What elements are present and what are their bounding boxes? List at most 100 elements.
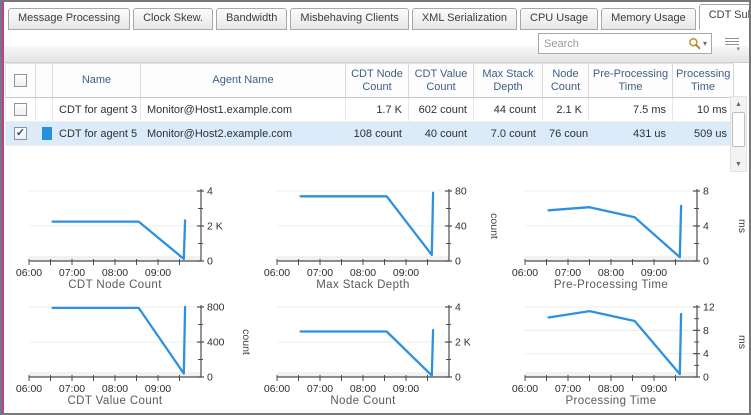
- y-axis-unit-label: count: [488, 213, 500, 239]
- svg-text:0: 0: [455, 256, 461, 268]
- svg-text:4: 4: [703, 221, 709, 233]
- cell-max_stack_depth: 7.0 count: [473, 121, 543, 146]
- data-grid: Name Agent Name CDT Node Count CDT Value Co…: [4, 63, 749, 172]
- cell-processing_time: 509 us: [672, 121, 734, 146]
- svg-text:09:00: 09:00: [393, 267, 419, 279]
- column-chooser-icon: [725, 38, 739, 39]
- cell-swatch: [35, 121, 53, 146]
- tab-memory-usage[interactable]: Memory Usage: [601, 8, 696, 30]
- column-header-swatch[interactable]: [35, 63, 53, 98]
- svg-text:07:00: 07:00: [59, 267, 85, 279]
- tab-cpu-usage[interactable]: CPU Usage: [520, 8, 599, 30]
- cell-check: ✓: [5, 121, 36, 146]
- svg-text:09:00: 09:00: [641, 267, 667, 279]
- series-line: [299, 191, 435, 257]
- svg-text:400: 400: [207, 337, 225, 349]
- row-checkbox[interactable]: ✓: [14, 127, 27, 140]
- svg-text:07:00: 07:00: [555, 383, 581, 395]
- chart-processing-time: 0 4 8 12 06:00 07:00 08:00 09:00 ms Processing Ti…: [501, 299, 749, 413]
- search-input[interactable]: [539, 37, 688, 50]
- tab-misbehaving-clients[interactable]: Misbehaving Clients: [290, 8, 409, 30]
- tab-bandwidth[interactable]: Bandwidth: [216, 8, 288, 30]
- svg-text:800: 800: [207, 302, 225, 314]
- svg-text:06:00: 06:00: [512, 383, 538, 395]
- svg-text:0: 0: [703, 256, 709, 268]
- svg-text:4: 4: [455, 302, 461, 314]
- column-header-agent[interactable]: Agent Name: [140, 63, 346, 98]
- chart-cdt-node-count: 0 2 K 4 06:00 07:00 08:00 09:00 CDT Node Count: [5, 183, 253, 299]
- cell-node_count: 2.1 K: [542, 97, 589, 122]
- chart-title: Node Count: [330, 395, 396, 407]
- chart-title: CDT Value Count: [67, 395, 162, 407]
- column-header-check[interactable]: [5, 63, 36, 98]
- vertical-scrollbar[interactable]: ▲ ▼: [730, 96, 747, 172]
- chart-title: CDT Node Count: [68, 279, 162, 291]
- svg-text:8: 8: [703, 186, 709, 198]
- search-options-caret-icon[interactable]: ▾: [702, 39, 707, 48]
- svg-text:2 K: 2 K: [455, 337, 471, 349]
- svg-text:07:00: 07:00: [59, 383, 85, 395]
- search-box[interactable]: ▾: [538, 33, 712, 54]
- svg-text:4: 4: [207, 186, 213, 198]
- column-header-processing_time[interactable]: Processing Time: [672, 63, 734, 98]
- svg-text:0: 0: [207, 256, 213, 268]
- cell-cdt_node_count: 1.7 K: [345, 97, 409, 122]
- scrollbar-thumb[interactable]: [732, 112, 745, 147]
- cell-agent: Monitor@Host1.example.com: [140, 97, 346, 122]
- tab-cdt-submission[interactable]: CDT Submission: [698, 4, 749, 30]
- column-header-max_stack_depth[interactable]: Max Stack Depth: [473, 63, 543, 98]
- chevron-down-icon: ▾: [736, 46, 740, 53]
- cell-name: CDT for agent 5: [52, 121, 141, 146]
- scroll-down-icon[interactable]: ▼: [735, 160, 742, 168]
- svg-text:06:00: 06:00: [512, 267, 538, 279]
- svg-text:09:00: 09:00: [145, 267, 171, 279]
- svg-text:0: 0: [207, 372, 213, 384]
- column-header-name[interactable]: Name: [52, 63, 141, 98]
- cell-pre_processing_time: 431 us: [588, 121, 673, 146]
- svg-text:08:00: 08:00: [102, 267, 128, 279]
- svg-text:08:00: 08:00: [350, 383, 376, 395]
- table-body: CDT for agent 3 Monitor@Host1.example.com…: [5, 97, 734, 146]
- svg-text:06:00: 06:00: [16, 383, 42, 395]
- chart-cdt-value-count: 0 400 800 06:00 07:00 08:00 09:00 count CDT Valu…: [5, 299, 253, 413]
- cell-cdt_node_count: 108 count: [345, 121, 409, 146]
- series-line: [299, 328, 435, 377]
- cell-max_stack_depth: 44 count: [473, 97, 543, 122]
- series-line: [51, 219, 187, 261]
- search-icon[interactable]: [688, 37, 701, 50]
- y-axis-unit-label: ms: [736, 335, 748, 349]
- cell-check: [5, 97, 36, 122]
- tab-message-processing[interactable]: Message Processing: [8, 8, 131, 30]
- cell-node_count: 76 count: [542, 121, 589, 146]
- column-header-cdt_value_count[interactable]: CDT Value Count: [408, 63, 474, 98]
- scroll-up-icon[interactable]: ▲: [735, 100, 742, 108]
- cell-name: CDT for agent 3: [52, 97, 141, 122]
- y-axis-unit-label: ms: [736, 219, 748, 233]
- tab-clock-skew[interactable]: Clock Skew.: [133, 8, 214, 30]
- column-chooser-button[interactable]: ▾: [724, 36, 740, 53]
- column-header-node_count[interactable]: Node Count: [542, 63, 589, 98]
- row-checkbox[interactable]: [14, 103, 27, 116]
- svg-text:07:00: 07:00: [307, 383, 333, 395]
- chart-title: Max Stack Depth: [316, 279, 410, 291]
- svg-text:09:00: 09:00: [145, 383, 171, 395]
- column-header-cdt_node_count[interactable]: CDT Node Count: [345, 63, 409, 98]
- y-axis-unit-label: count: [240, 329, 252, 355]
- chart-canvas: 0 400 800 06:00 07:00 08:00 09:00 count CDT Valu…: [16, 302, 252, 408]
- cell-pre_processing_time: 7.5 ms: [588, 97, 673, 122]
- table-row[interactable]: ✓ CDT for agent 5 Monitor@Host2.example.co…: [5, 121, 734, 146]
- column-header-pre_processing_time[interactable]: Pre-Processing Time: [588, 63, 673, 98]
- svg-text:07:00: 07:00: [307, 267, 333, 279]
- svg-text:8: 8: [703, 325, 709, 337]
- table-row[interactable]: CDT for agent 3 Monitor@Host1.example.com…: [5, 97, 734, 122]
- cell-cdt_value_count: 40 count: [408, 121, 474, 146]
- cell-cdt_value_count: 602 count: [408, 97, 474, 122]
- svg-text:12: 12: [703, 302, 715, 314]
- svg-text:08:00: 08:00: [350, 267, 376, 279]
- select-all-checkbox[interactable]: [14, 74, 27, 87]
- tab-xml-serialization[interactable]: XML Serialization: [411, 8, 518, 30]
- chart-node-count: 0 2 K 4 06:00 07:00 08:00 09:00 Node Count: [253, 299, 501, 413]
